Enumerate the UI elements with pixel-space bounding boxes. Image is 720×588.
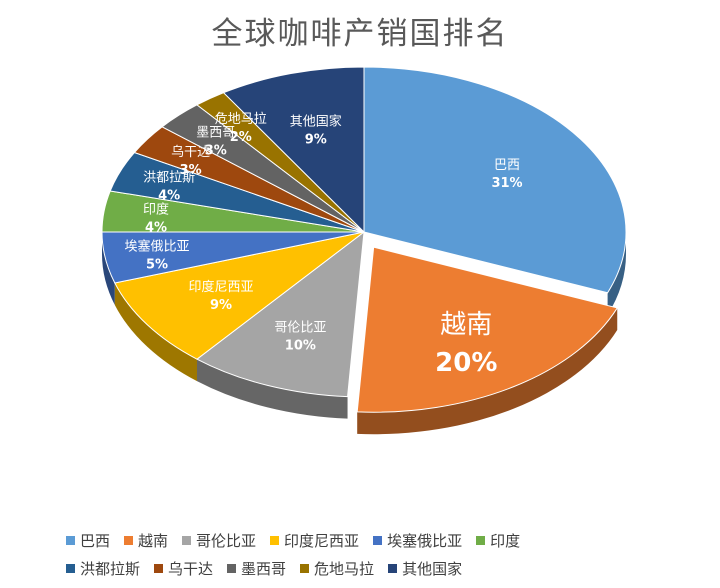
slice-value-label-2: 10% xyxy=(285,338,316,353)
legend-entry-4: 埃塞俄比亚 xyxy=(373,530,462,551)
pie-labels: 巴西31%越南20%哥伦比亚10%印度尼西亚9%埃塞俄比亚5%印度4%洪都拉斯4… xyxy=(124,112,522,378)
slice-value-label-10: 9% xyxy=(305,132,327,147)
slice-value-label-3: 9% xyxy=(210,298,232,313)
legend-label-7: 乌干达 xyxy=(168,559,214,578)
slice-value-label-5: 4% xyxy=(145,220,167,235)
legend-swatch-6 xyxy=(66,563,75,573)
legend-row-1: 洪都拉斯 乌干达 墨西哥 危地马拉 其他国家 xyxy=(66,554,666,582)
slice-value-label-0: 31% xyxy=(491,176,522,191)
slice-side-2 xyxy=(196,359,348,419)
pie-slice-3 xyxy=(114,231,365,360)
slice-label-4: 埃塞俄比亚 xyxy=(124,239,189,255)
legend-label-8: 墨西哥 xyxy=(241,559,287,578)
legend-entry-8: 墨西哥 xyxy=(227,558,286,579)
slice-label-5: 印度 xyxy=(143,201,169,217)
slice-value-label-8: 3% xyxy=(205,144,227,159)
slice-side-1 xyxy=(357,307,618,435)
legend-label-2: 哥伦比亚 xyxy=(196,531,257,550)
slice-label-8: 墨西哥 xyxy=(196,126,235,141)
legend-swatch-8 xyxy=(227,563,237,573)
legend-label-6: 洪都拉斯 xyxy=(80,559,141,578)
legend-swatch-1 xyxy=(124,535,134,545)
legend-swatch-5 xyxy=(476,535,486,545)
legend: 巴西 越南 哥伦比亚 印度尼西亚 埃塞俄比亚 印度洪都拉斯 乌干达 墨西哥 危地马拉 其他国家 xyxy=(66,526,666,582)
legend-row-0: 巴西 越南 哥伦比亚 印度尼西亚 埃塞俄比亚 印度 xyxy=(66,526,666,554)
slice-value-label-4: 5% xyxy=(146,258,168,273)
legend-swatch-4 xyxy=(373,535,383,545)
slice-label-6: 洪都拉斯 xyxy=(143,170,195,185)
legend-label-5: 印度 xyxy=(490,531,521,550)
legend-swatch-9 xyxy=(300,563,310,573)
legend-entry-7: 乌干达 xyxy=(154,558,213,579)
legend-swatch-10 xyxy=(388,563,398,573)
chart-title: 全球咖啡产销国排名 xyxy=(211,16,509,52)
legend-label-1: 越南 xyxy=(138,531,169,550)
legend-swatch-7 xyxy=(154,563,164,573)
legend-entry-3: 印度尼西亚 xyxy=(270,530,359,551)
legend-label-3: 印度尼西亚 xyxy=(284,531,360,550)
legend-entry-2: 哥伦比亚 xyxy=(182,530,256,551)
slice-value-label-7: 3% xyxy=(180,163,202,178)
legend-entry-9: 危地马拉 xyxy=(300,558,374,579)
pie-slice-2 xyxy=(196,230,365,398)
slice-label-0: 巴西 xyxy=(494,158,520,173)
slice-label-3: 印度尼西亚 xyxy=(188,279,253,295)
pie-chart: 巴西31%越南20%哥伦比亚10%印度尼西亚9%埃塞俄比亚5%印度4%洪都拉斯4… xyxy=(101,66,627,435)
slice-label-9: 危地马拉 xyxy=(215,112,267,127)
legend-entry-1: 越南 xyxy=(124,530,168,551)
slice-label-2: 哥伦比亚 xyxy=(274,320,326,335)
slice-value-label-1: 20% xyxy=(435,348,497,378)
slice-value-label-9: 2% xyxy=(230,130,252,145)
pie-slice-10 xyxy=(222,66,365,234)
legend-entry-6: 洪都拉斯 xyxy=(66,558,140,579)
slice-label-10: 其他国家 xyxy=(290,113,342,129)
legend-label-0: 巴西 xyxy=(80,531,111,550)
pie-slices xyxy=(101,66,627,413)
slice-label-7: 乌干达 xyxy=(171,144,210,160)
slice-side-0 xyxy=(607,232,626,315)
legend-label-10: 其他国家 xyxy=(402,559,463,578)
legend-swatch-2 xyxy=(182,535,192,545)
legend-entry-10: 其他国家 xyxy=(388,558,462,579)
slice-value-label-6: 4% xyxy=(158,188,180,203)
legend-label-4: 埃塞俄比亚 xyxy=(387,531,463,550)
slice-side-3 xyxy=(114,282,197,382)
legend-swatch-3 xyxy=(270,535,280,545)
legend-label-9: 危地马拉 xyxy=(314,559,375,578)
slice-label-1: 越南 xyxy=(440,310,492,340)
legend-entry-0: 巴西 xyxy=(66,530,110,551)
pie-slice-0 xyxy=(363,66,627,294)
pie-slice-1 xyxy=(356,246,619,413)
legend-entry-5: 印度 xyxy=(476,530,520,551)
legend-swatch-0 xyxy=(66,535,75,545)
